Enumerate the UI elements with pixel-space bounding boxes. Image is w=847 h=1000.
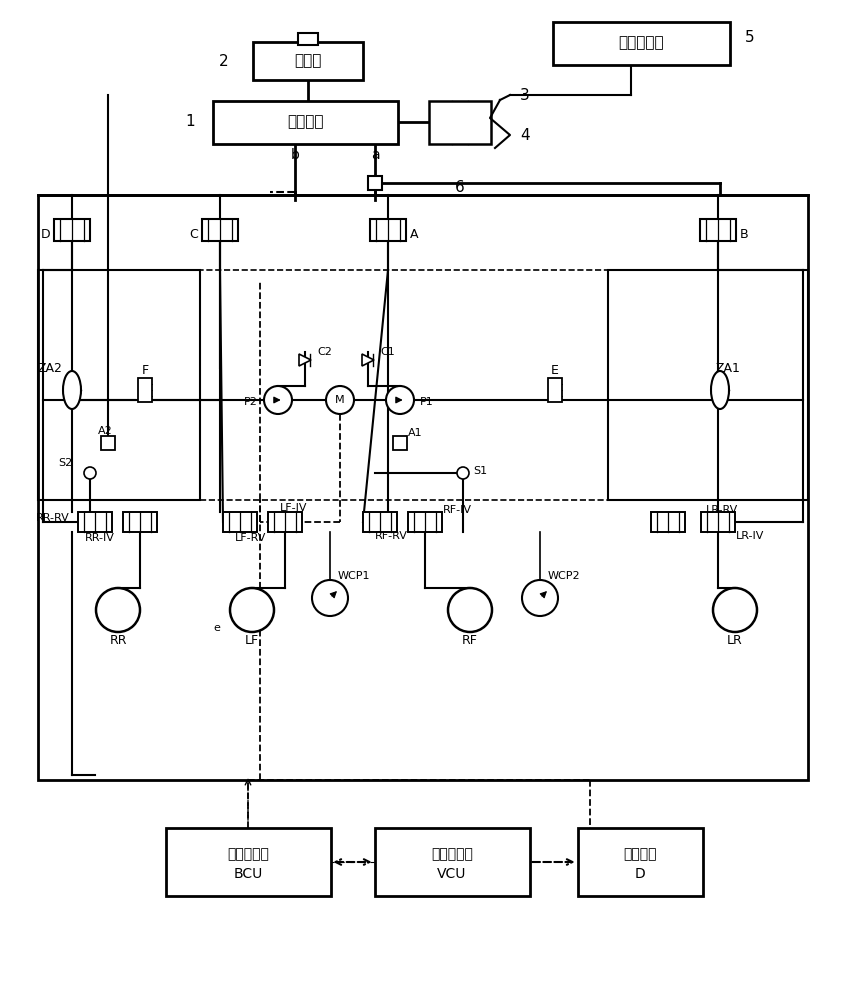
Polygon shape — [299, 354, 311, 366]
Text: P1: P1 — [420, 397, 434, 407]
Bar — [54, 219, 90, 241]
Text: 4: 4 — [520, 127, 529, 142]
Text: 整车控制器: 整车控制器 — [431, 847, 473, 861]
Polygon shape — [362, 354, 374, 366]
Text: S1: S1 — [473, 466, 487, 476]
Text: LF: LF — [245, 634, 259, 647]
Bar — [700, 219, 736, 241]
Text: ZA1: ZA1 — [715, 361, 740, 374]
Circle shape — [326, 386, 354, 414]
Text: WCP1: WCP1 — [338, 571, 370, 581]
Bar — [38, 270, 200, 500]
Text: 5: 5 — [745, 30, 754, 45]
Text: D: D — [41, 229, 50, 241]
Circle shape — [457, 467, 469, 479]
Bar — [223, 512, 257, 532]
Text: C1: C1 — [380, 347, 395, 357]
Text: e: e — [213, 623, 220, 633]
Bar — [253, 42, 363, 80]
Text: WCP2: WCP2 — [548, 571, 581, 581]
Text: F: F — [141, 363, 148, 376]
Text: P2: P2 — [244, 397, 258, 407]
Text: RF-IV: RF-IV — [443, 505, 472, 515]
Text: S2: S2 — [58, 458, 72, 468]
Text: b: b — [291, 148, 300, 162]
Bar — [202, 219, 238, 241]
Bar — [298, 33, 318, 45]
Bar — [374, 828, 529, 896]
Bar — [138, 378, 152, 402]
Bar — [370, 219, 406, 241]
Text: M: M — [335, 395, 345, 405]
Text: A1: A1 — [408, 428, 423, 438]
Text: RF-RV: RF-RV — [375, 531, 408, 541]
Text: LF-RV: LF-RV — [235, 533, 266, 543]
Circle shape — [312, 580, 348, 616]
Text: 驱动电机: 驱动电机 — [623, 847, 656, 861]
Circle shape — [713, 588, 757, 632]
Text: 电动真空泵: 电动真空泵 — [618, 35, 664, 50]
Text: C: C — [189, 229, 198, 241]
Text: LR-RV: LR-RV — [706, 505, 739, 515]
Text: RR-IV: RR-IV — [86, 533, 115, 543]
Bar — [213, 101, 397, 143]
Circle shape — [84, 467, 96, 479]
Text: 储液室: 储液室 — [294, 53, 322, 68]
Text: RR: RR — [109, 634, 127, 647]
Text: VCU: VCU — [437, 867, 467, 881]
Text: ZA2: ZA2 — [37, 361, 62, 374]
Bar — [123, 512, 157, 532]
Text: LF-IV: LF-IV — [280, 503, 307, 513]
Text: 制动主缸: 制动主缸 — [287, 114, 324, 129]
Text: B: B — [740, 229, 749, 241]
Text: a: a — [371, 148, 379, 162]
Text: C2: C2 — [317, 347, 332, 357]
Bar — [651, 512, 685, 532]
Circle shape — [522, 580, 558, 616]
Bar — [268, 512, 302, 532]
Ellipse shape — [711, 371, 729, 409]
Text: A: A — [410, 229, 418, 241]
Bar — [78, 512, 112, 532]
Circle shape — [230, 588, 274, 632]
Text: BCU: BCU — [234, 867, 263, 881]
Bar — [552, 21, 729, 64]
Circle shape — [96, 588, 140, 632]
Text: 制动控制器: 制动控制器 — [227, 847, 269, 861]
Bar — [408, 512, 442, 532]
Bar — [429, 101, 491, 143]
Circle shape — [386, 386, 414, 414]
Text: 6: 6 — [455, 180, 465, 196]
Ellipse shape — [63, 371, 81, 409]
Text: RR-RV: RR-RV — [36, 513, 70, 523]
Text: LR-IV: LR-IV — [736, 531, 764, 541]
Text: A2: A2 — [98, 426, 113, 436]
Bar — [38, 195, 808, 780]
Text: LR: LR — [727, 634, 743, 647]
Bar — [368, 176, 382, 190]
Text: 2: 2 — [219, 53, 228, 68]
Bar — [101, 436, 115, 450]
Circle shape — [448, 588, 492, 632]
Bar — [200, 270, 608, 500]
Circle shape — [264, 386, 292, 414]
Text: 3: 3 — [520, 88, 529, 103]
Bar — [548, 378, 562, 402]
Bar — [393, 436, 407, 450]
Bar — [701, 512, 735, 532]
Bar — [363, 512, 397, 532]
Bar — [608, 270, 808, 500]
Bar — [578, 828, 702, 896]
Bar — [165, 828, 330, 896]
Text: RF: RF — [462, 634, 478, 647]
Text: D: D — [634, 867, 645, 881]
Text: E: E — [551, 363, 559, 376]
Text: 1: 1 — [185, 114, 195, 129]
